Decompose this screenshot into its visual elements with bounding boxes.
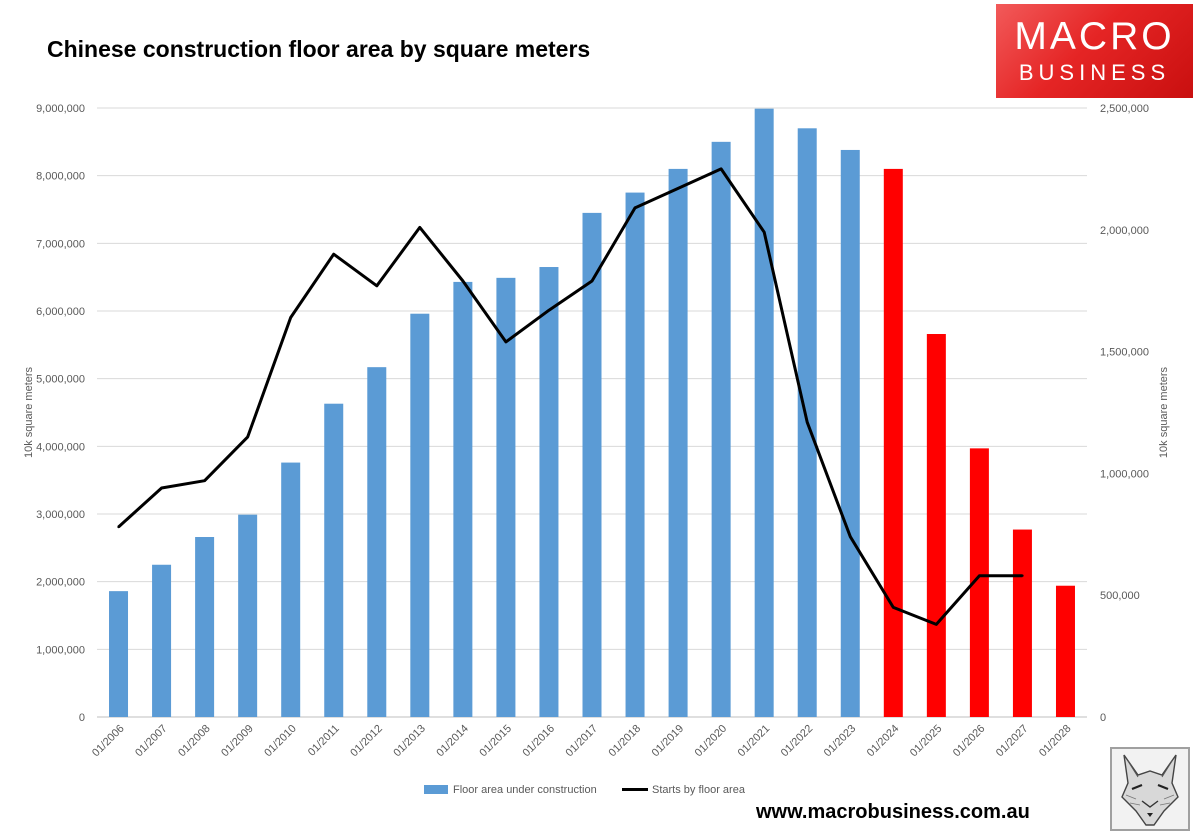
- x-tick-label: 01/2028: [1037, 723, 1074, 760]
- footer-url: www.macrobusiness.com.au: [756, 801, 1030, 823]
- bar: [367, 367, 387, 717]
- y-left-tick-label: 2,000,000: [36, 577, 85, 589]
- line-point: [1021, 574, 1024, 577]
- y-left-tick-label: 5,000,000: [36, 374, 85, 386]
- forecast-bar: [1012, 529, 1032, 717]
- legend-label-starts: Starts by floor area: [652, 784, 746, 796]
- line-point: [375, 284, 378, 288]
- bar: [754, 108, 774, 718]
- y-left-tick-label: 0: [79, 712, 85, 724]
- y-left-tick-label: 7,000,000: [36, 238, 85, 250]
- y-right-tick-label: 0: [1100, 712, 1106, 724]
- forecast-bar: [1055, 585, 1075, 717]
- y-left-tick-label: 8,000,000: [36, 171, 85, 183]
- line-point: [762, 231, 766, 234]
- y-right-tick-label: 500,000: [1100, 590, 1140, 602]
- y-right-axis-title: 10k square meters: [1158, 366, 1170, 458]
- x-tick-label: 01/2008: [176, 723, 213, 760]
- line-point: [203, 479, 206, 482]
- bar: [152, 564, 172, 717]
- bar: [410, 313, 430, 717]
- line-point: [332, 252, 335, 256]
- line-point: [633, 206, 637, 210]
- legend-swatch-floor-area: [424, 785, 448, 794]
- x-tick-label: 01/2012: [348, 723, 385, 760]
- line-point: [117, 525, 120, 529]
- line-point: [246, 435, 249, 439]
- x-tick-label: 01/2022: [779, 723, 816, 760]
- x-tick-label: 01/2020: [693, 723, 730, 760]
- fox-logo: [1110, 747, 1190, 831]
- x-tick-label: 01/2014: [434, 723, 471, 760]
- y-left-tick-label: 3,000,000: [36, 509, 85, 521]
- bar: [625, 192, 645, 718]
- bar: [539, 267, 559, 717]
- x-tick-label: 01/2024: [865, 723, 902, 760]
- x-tick-label: 01/2018: [607, 723, 644, 760]
- x-tick-label: 01/2023: [822, 723, 859, 760]
- bar: [496, 277, 516, 717]
- line-point: [418, 226, 422, 229]
- bar: [281, 462, 301, 717]
- line-point: [978, 574, 981, 577]
- line-point: [849, 535, 852, 538]
- bar: [668, 168, 688, 717]
- line-point: [806, 421, 809, 424]
- logo-text-macro: MACRO: [1014, 15, 1175, 58]
- line-point: [590, 279, 594, 283]
- x-tick-label: 01/2016: [520, 723, 557, 760]
- bar: [109, 591, 129, 717]
- line-point: [289, 316, 292, 319]
- line-point: [892, 606, 895, 609]
- line-point: [676, 187, 680, 190]
- line-point: [719, 167, 723, 171]
- forecast-bar: [883, 168, 903, 717]
- starts-line-series: [117, 167, 1023, 626]
- bar: [711, 141, 731, 718]
- legend-label-floor-area: Floor area under construction: [453, 784, 597, 796]
- y-right-tick-label: 1,000,000: [1100, 468, 1149, 480]
- chart-title: Chinese construction floor area by squar…: [47, 36, 591, 62]
- y-left-tick-label: 6,000,000: [36, 306, 85, 318]
- x-tick-label: 01/2006: [90, 723, 127, 760]
- bar: [453, 281, 473, 717]
- fox-icon: [1121, 754, 1179, 826]
- x-tick-label: 01/2017: [564, 723, 601, 760]
- x-tick-label: 01/2010: [262, 723, 299, 760]
- y-left-tick-label: 9,000,000: [36, 103, 85, 115]
- forecast-bar: [926, 334, 946, 717]
- line-point: [935, 623, 938, 626]
- y-right-tick-label: 2,500,000: [1100, 103, 1149, 115]
- bar: [840, 149, 860, 717]
- line-point: [461, 279, 465, 283]
- line-point: [160, 486, 163, 490]
- x-tick-label: 01/2009: [219, 723, 256, 760]
- line-point: [547, 308, 551, 312]
- y-left-tick-label: 4,000,000: [36, 441, 85, 453]
- x-tick-label: 01/2025: [908, 723, 945, 760]
- bar: [582, 212, 602, 717]
- x-tick-label: 01/2026: [951, 723, 988, 760]
- x-tick-label: 01/2015: [477, 723, 514, 760]
- y-left-axis-title: 10k square meters: [23, 366, 35, 458]
- bar: [324, 403, 344, 717]
- x-tick-label: 01/2027: [994, 723, 1031, 760]
- x-tick-label: 01/2013: [391, 723, 428, 760]
- macrobusiness-logo: MACRO BUSINESS: [996, 4, 1193, 98]
- forecast-bar: [969, 448, 989, 717]
- y-right-tick-label: 1,500,000: [1100, 347, 1149, 359]
- y-left-tick-label: 1,000,000: [36, 644, 85, 656]
- y-right-tick-label: 2,000,000: [1100, 225, 1149, 237]
- bar: [195, 537, 215, 717]
- x-tick-label: 01/2019: [650, 723, 687, 760]
- x-tick-label: 01/2021: [736, 723, 773, 760]
- x-tick-label: 01/2011: [306, 723, 342, 759]
- bar: [238, 514, 258, 717]
- line-point: [504, 340, 508, 344]
- logo-text-business: BUSINESS: [1018, 60, 1171, 85]
- x-tick-label: 01/2007: [133, 723, 170, 760]
